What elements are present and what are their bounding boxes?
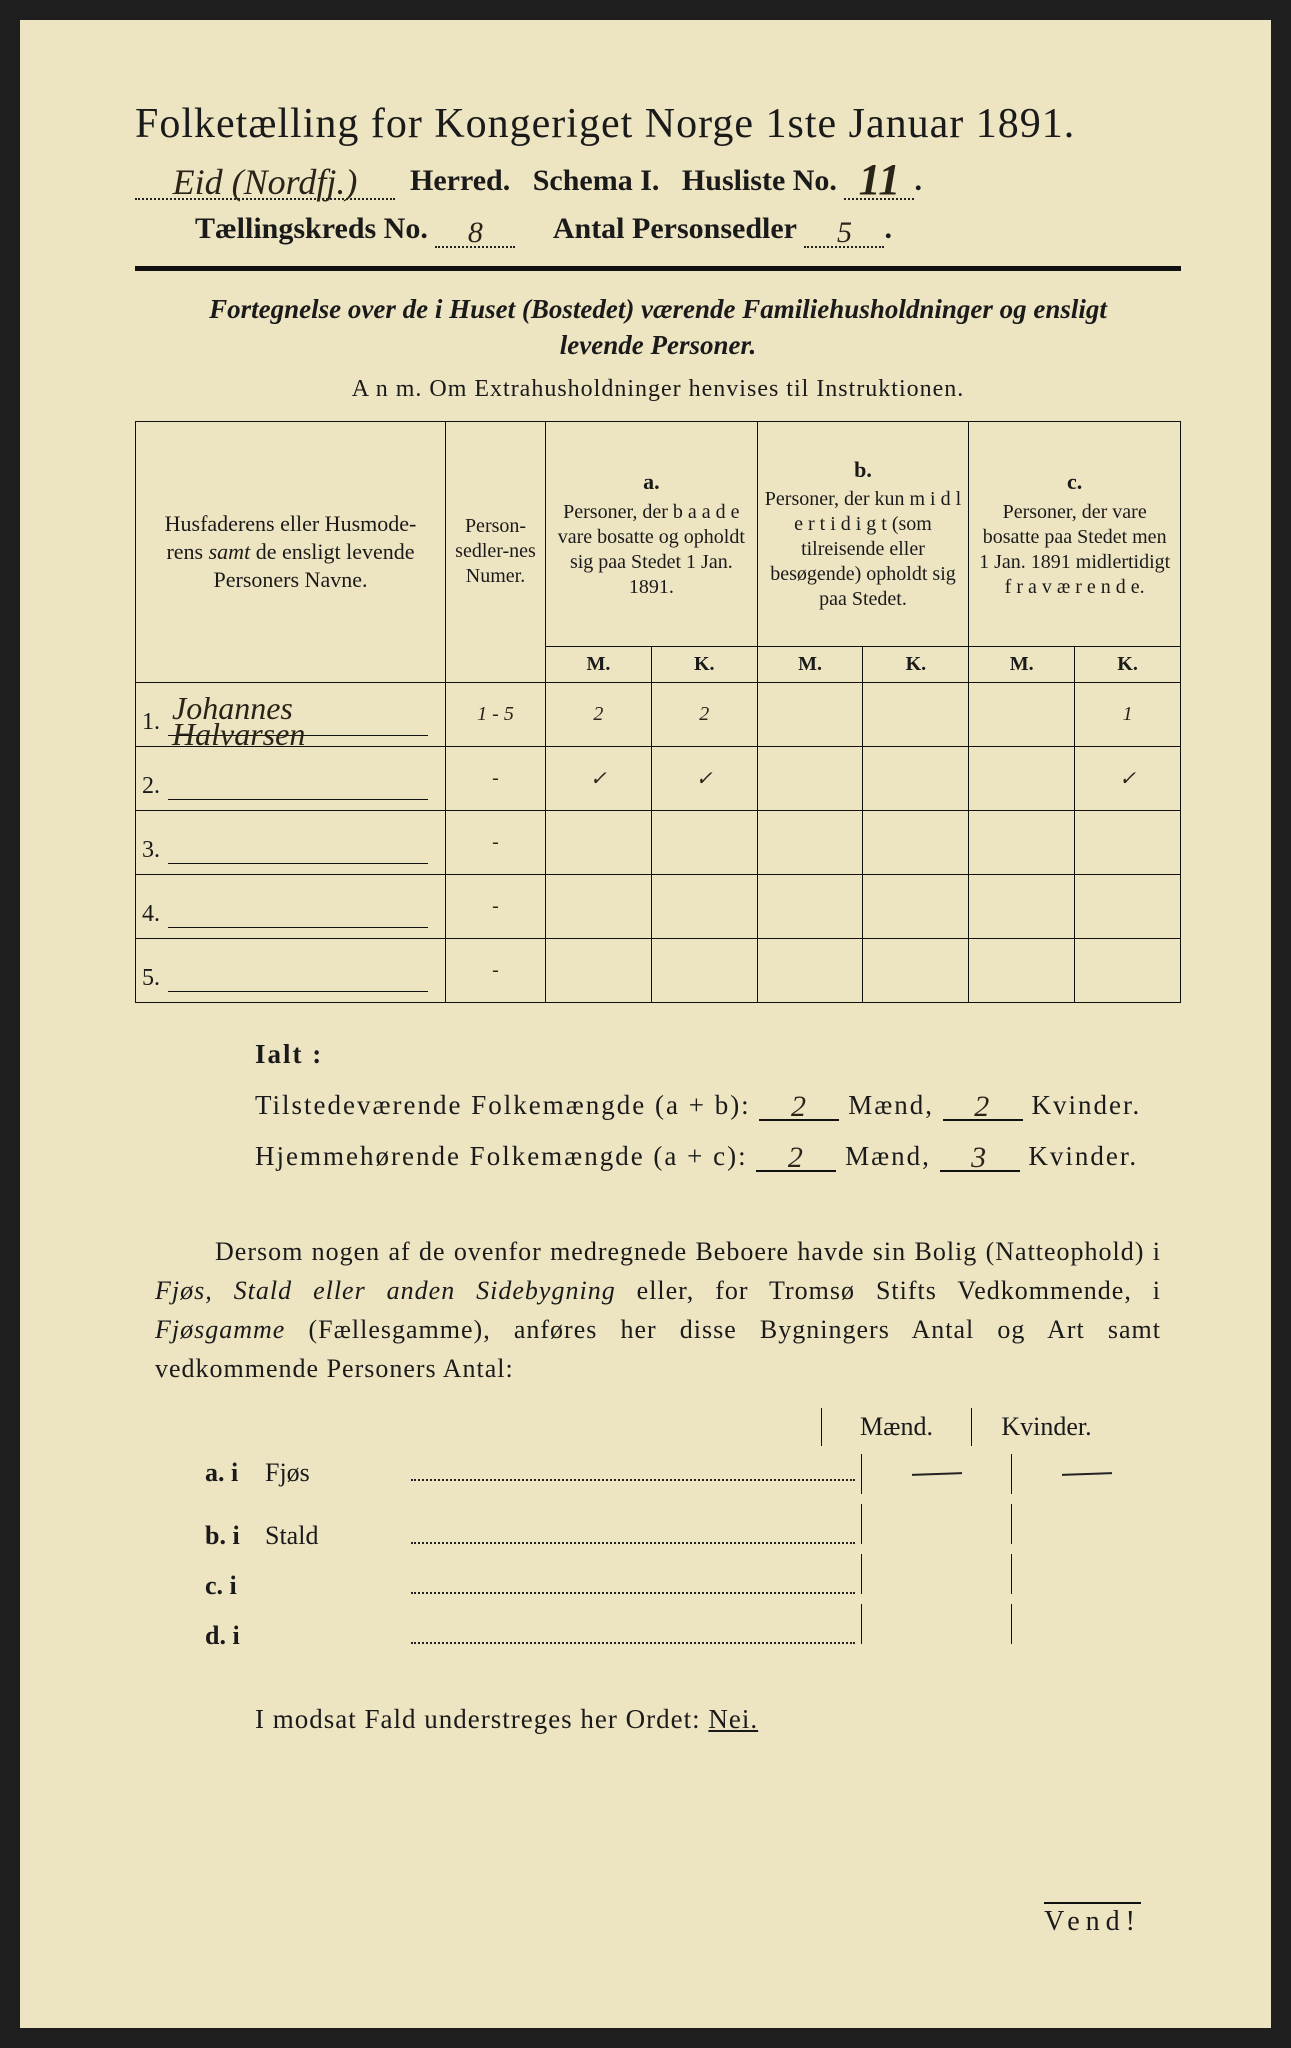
header-line-2: Eid (Nordfj.) Herred. Schema I. Husliste… bbox=[135, 158, 1181, 200]
table-row: 4.- bbox=[136, 874, 1181, 938]
hdr-c-m: M. bbox=[969, 646, 1075, 682]
rule-1 bbox=[135, 266, 1181, 271]
schema-label: Schema I. bbox=[533, 164, 660, 197]
hdr-a-k: K. bbox=[651, 646, 757, 682]
list-item: a. iFjøs bbox=[205, 1454, 1161, 1504]
hdr-a-m: M. bbox=[546, 646, 652, 682]
hdr-c: c. Personer, der vare bosatte paa Stedet… bbox=[969, 421, 1181, 646]
side-building-list: a. iFjøsb. iStaldc. id. i bbox=[205, 1454, 1161, 1654]
vend-label: Vend! bbox=[1044, 1902, 1141, 1938]
census-table: Husfaderens eller Husmode-rens samt de e… bbox=[135, 421, 1181, 1003]
mk-header: Mænd. Kvinder. bbox=[135, 1408, 1121, 1446]
antal-label: Antal Personsedler bbox=[553, 212, 797, 245]
table-row: 1.Johannes Halvarsen1 - 5221 bbox=[136, 682, 1181, 746]
husliste-label: Husliste No. bbox=[682, 164, 837, 197]
hdr-b: b. Personer, der kun m i d l e r t i d i… bbox=[757, 421, 969, 646]
hdr-a: a. Personer, der b a a d e vare bosatte … bbox=[546, 421, 758, 646]
herred-label: Herred. bbox=[410, 164, 510, 197]
mk-maend: Mænd. bbox=[821, 1408, 971, 1446]
main-title: Folketælling for Kongeriget Norge 1ste J… bbox=[135, 100, 1181, 148]
ialt-block: Ialt : Tilstedeværende Folkemængde (a + … bbox=[255, 1039, 1181, 1172]
antal-field: 5 bbox=[804, 212, 884, 248]
header-line-3: Tællingskreds No. 8 Antal Personsedler 5… bbox=[135, 212, 1181, 248]
side-building-paragraph: Dersom nogen af de ovenfor medregnede Be… bbox=[155, 1232, 1161, 1388]
subtitle: Fortegnelse over de i Huset (Bostedet) v… bbox=[195, 291, 1121, 364]
hdr-b-k: K. bbox=[863, 646, 969, 682]
hdr-num: Person-sedler-nes Numer. bbox=[446, 421, 546, 682]
anm-note: A n m. Om Extrahusholdninger henvises ti… bbox=[135, 376, 1181, 403]
ialt-label: Ialt : bbox=[255, 1039, 323, 1069]
list-item: c. i bbox=[205, 1554, 1161, 1604]
kreds-label: Tællingskreds No. bbox=[195, 212, 428, 245]
census-form-page: Folketælling for Kongeriget Norge 1ste J… bbox=[0, 0, 1291, 2048]
nei-word: Nei. bbox=[708, 1704, 758, 1734]
modsat-line: I modsat Fald understreges her Ordet: Ne… bbox=[255, 1704, 1181, 1735]
mk-kvinder: Kvinder. bbox=[971, 1408, 1121, 1446]
list-item: d. i bbox=[205, 1604, 1161, 1654]
list-item: b. iStald bbox=[205, 1504, 1161, 1554]
table-row: 3.- bbox=[136, 810, 1181, 874]
tot-line-1: Tilstedeværende Folkemængde (a + b): 2 M… bbox=[255, 1088, 1181, 1121]
husliste-field: 11 bbox=[844, 158, 914, 200]
tot-line-2: Hjemmehørende Folkemængde (a + c): 2 Mæn… bbox=[255, 1139, 1181, 1172]
hdr-c-k: K. bbox=[1075, 646, 1181, 682]
herred-field: Eid (Nordfj.) bbox=[135, 164, 395, 200]
hdr-name: Husfaderens eller Husmode-rens samt de e… bbox=[136, 421, 446, 682]
kreds-field: 8 bbox=[435, 212, 515, 248]
table-row: 5.- bbox=[136, 938, 1181, 1002]
hdr-b-m: M. bbox=[757, 646, 863, 682]
table-row: 2.-✓✓✓ bbox=[136, 746, 1181, 810]
